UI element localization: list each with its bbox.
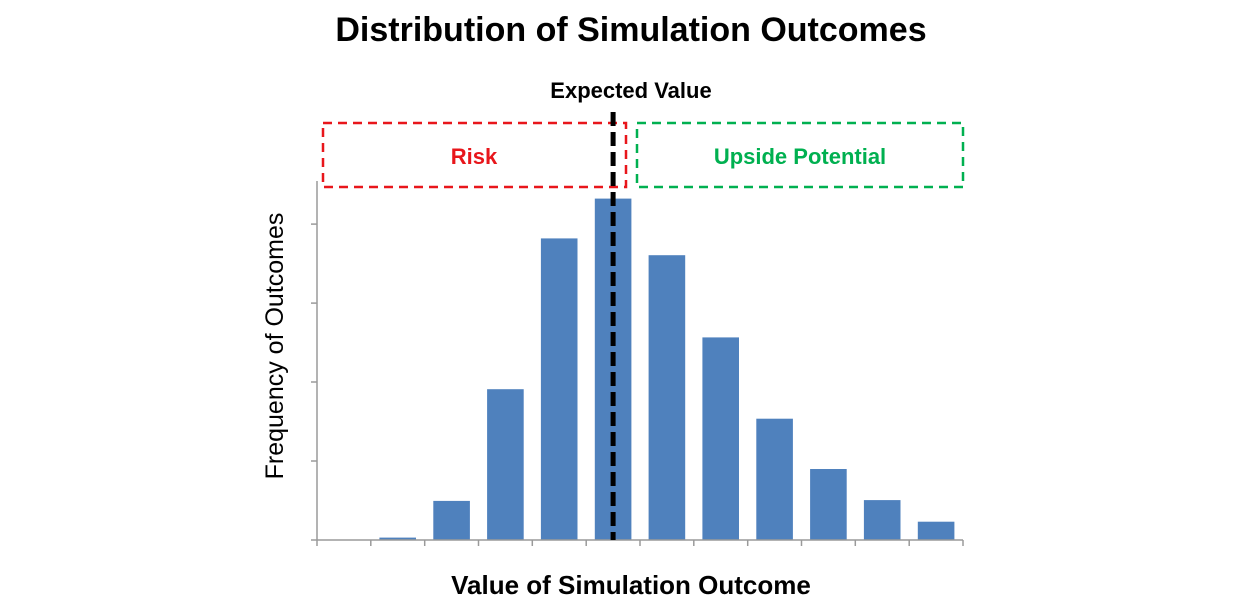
y-ticks: [311, 223, 317, 541]
upside-potential-label: Upside Potential: [714, 144, 886, 169]
risk-label: Risk: [451, 144, 498, 169]
bar-10: [810, 469, 847, 540]
bar-7: [648, 255, 686, 540]
x-ticks: [316, 540, 964, 546]
bar-2: [379, 537, 416, 540]
bar-4: [487, 389, 524, 540]
y-axis-label: Frequency of Outcomes: [261, 213, 289, 480]
bar-8: [702, 337, 739, 540]
chart-title: Distribution of Simulation Outcomes: [335, 11, 926, 49]
bars: [379, 198, 955, 540]
bar-11: [863, 500, 901, 540]
risk-box: [321, 121, 628, 189]
bar-5: [540, 238, 578, 540]
expected-value-label: Expected Value: [550, 78, 711, 103]
x-axis-label: Value of Simulation Outcome: [451, 570, 811, 600]
bar-12: [917, 521, 955, 540]
bar-6: [594, 198, 632, 540]
bar-9: [756, 418, 793, 540]
bar-3: [433, 500, 470, 540]
